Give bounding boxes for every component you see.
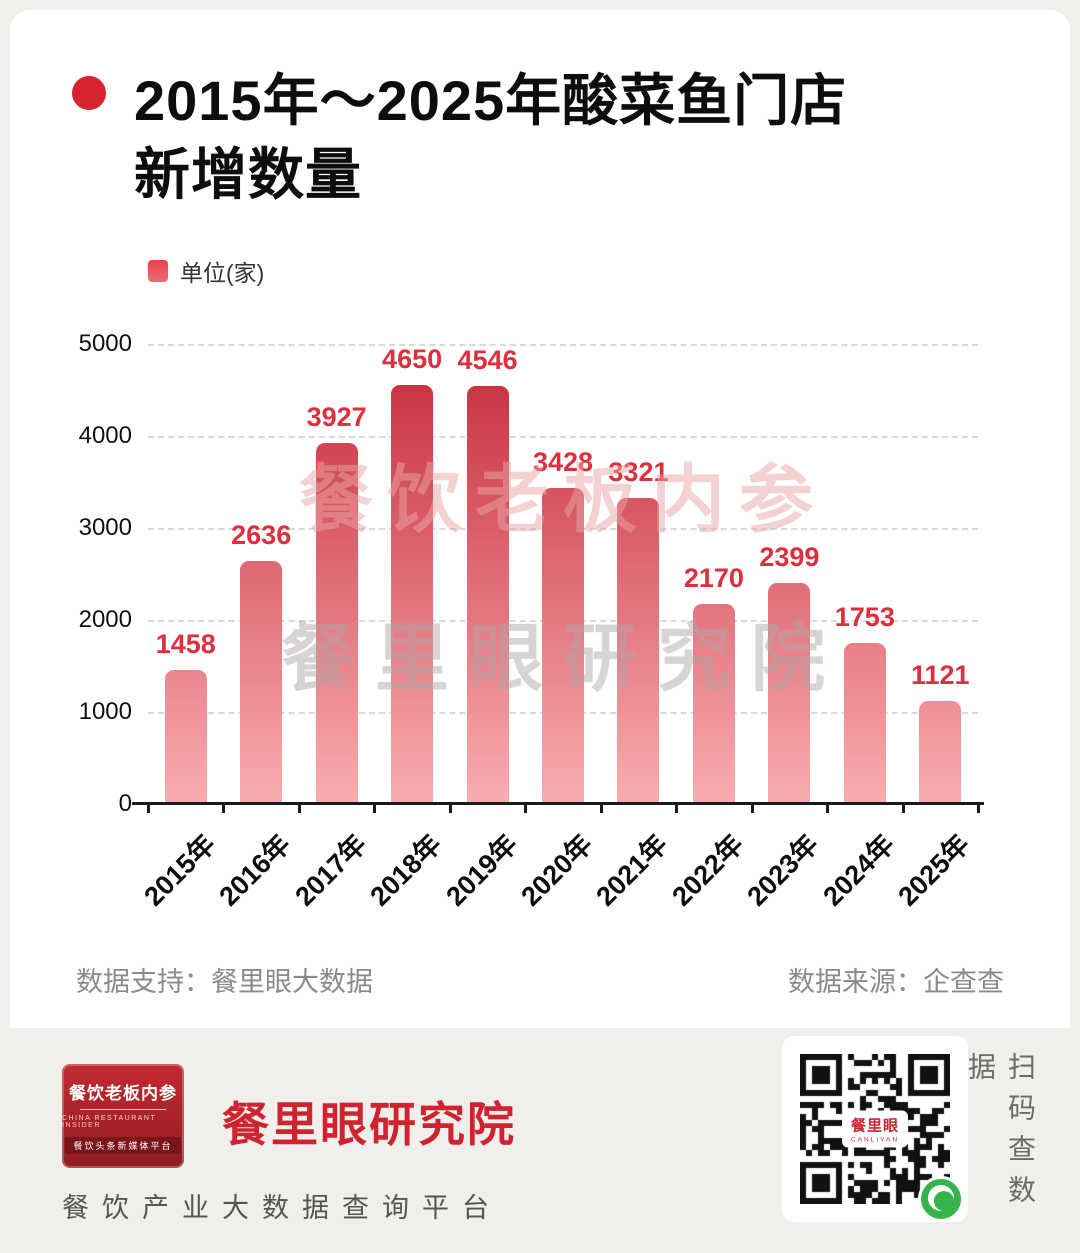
axis-tick [826,803,830,813]
data-support-text: 数据支持：餐里眼大数据 [76,966,373,997]
x-axis-label: 2017年 [289,828,372,912]
logo-divider [80,1108,166,1110]
y-axis: 0 1000 2000 3000 4000 5000 [72,330,148,817]
bar-value-label: 3927 [306,401,367,432]
chart-legend: 单位(家) [148,254,1070,288]
bar-cell: 3321 [601,344,676,804]
bar-cell: 2170 [676,344,751,804]
axis-tick [901,803,905,813]
axis-tick [750,803,754,813]
bar-value-label: 4546 [457,344,518,375]
qr-brand-subtext: CANLIYAN [850,1136,900,1144]
bar-value-label: 4650 [382,343,443,374]
chart-footer: 数据支持：餐里眼大数据 数据来源：企查查 [10,954,1070,999]
bar-cell: 1458 [148,344,223,804]
bar-value-label: 1458 [155,628,216,659]
page-title-line1: 2015年～2025年酸菜鱼门店 [134,69,848,132]
gridline [148,435,978,438]
legend-swatch-icon [148,259,168,282]
bar-cell: 3927 [299,344,374,804]
x-axis-labels: 2015年 2016年 2017年 2018年 2019年 2020年 2021年 2022年… [138,804,978,954]
qr-code: 餐里眼 CANLIYAN [782,1036,968,1222]
x-axis-label: 2025年 [892,828,976,912]
page-title: 2015年～2025年酸菜鱼门店 新增数量 [134,64,847,212]
bar-value-label: 1753 [834,601,895,632]
bar [315,442,358,804]
bar [240,561,283,804]
bar [843,642,886,804]
page-footer: 餐饮老板内参 CHINA RESTAURANT INSIDER 餐饮头条新媒体平… [0,1028,1080,1253]
y-axis-tick-label: 5000 [78,329,132,357]
y-axis-tick-label: 4000 [78,421,132,449]
y-axis-tick-label: 0 [118,789,132,817]
brand-tagline: 餐饮产业大数据查询平台 [62,1193,502,1223]
axis-tick [147,803,150,813]
bar [919,700,962,804]
header: 2015年～2025年酸菜鱼门店 新增数量 [10,10,1070,212]
publisher-logo-tagline: 餐饮头条新媒体平台 [65,1136,181,1154]
main-card: 2015年～2025年酸菜鱼门店 新增数量 单位(家) 0 1000 2000 300… [10,10,1070,1028]
bar-value-label: 3321 [608,457,669,488]
bar [541,488,584,804]
publisher-logo: 餐饮老板内参 CHINA RESTAURANT INSIDER 餐饮头条新媒体平… [62,1064,184,1168]
legend-label: 单位(家) [180,259,265,286]
canliyan-logo-icon [918,1176,964,1222]
publisher-logo-title: 餐饮老板内参 [69,1083,177,1103]
bar-chart: 0 1000 2000 3000 4000 5000 餐饮老板内参 餐里眼研究院 1458… [10,318,1070,817]
brand-name: 餐里眼研究院 [222,1098,516,1151]
bar-cell: 3428 [525,344,600,804]
bar [164,669,207,804]
qr-brand-text: 餐里眼 [850,1117,899,1135]
axis-tick [373,803,377,813]
x-axis-label: 2016年 [213,828,297,912]
axis-tick [448,803,452,813]
x-axis-label: 2015年 [138,828,221,912]
bar-cell: 1121 [903,344,978,804]
bar-cell: 2399 [752,344,827,804]
bar-value-label: 2170 [683,563,744,594]
x-axis-label: 2021年 [590,828,674,912]
data-source-text: 数据来源：企查查 [788,966,1004,997]
x-axis-label: 2023年 [741,828,825,912]
axis-tick [524,803,528,813]
axis-tick [599,803,603,813]
x-axis-label: 2024年 [817,828,901,912]
x-axis-label: 2022年 [666,828,750,912]
qr-center-label: 餐里眼 CANLIYAN [841,1110,909,1148]
plot-area: 餐饮老板内参 餐里眼研究院 1458 2636 3927 4650 4546 3428 33… [132,343,984,813]
axis-tick [297,803,301,813]
gridline [148,343,978,346]
bar [466,385,509,804]
y-axis-tick-label: 1000 [78,697,132,725]
bar [617,498,660,804]
x-axis-label: 2018年 [364,828,448,912]
page-title-line2: 新增数量 [134,142,362,206]
x-axis-label: 2020年 [515,828,599,912]
bar [768,583,811,804]
bar-value-label: 3428 [532,447,594,478]
bar [391,384,434,804]
scan-hint-text: 扫码查数据 [965,1052,1036,1216]
x-axis-label: 2019年 [439,828,523,912]
y-axis-tick-label: 2000 [78,605,132,633]
bars-container: 1458 2636 3927 4650 4546 3428 3321 2170 2399 1753… [148,344,978,804]
axis-tick [222,803,226,813]
bar-cell: 2636 [223,344,298,804]
bar-cell: 4650 [374,344,449,804]
axis-tick [977,803,980,813]
bar-value-label: 2399 [759,542,820,573]
bar-cell: 1753 [827,344,902,804]
x-axis-line [132,801,984,805]
axis-tick [675,803,679,813]
bar-value-label: 2636 [231,520,292,551]
publisher-logo-subtitle: CHINA RESTAURANT INSIDER [62,1114,157,1129]
y-axis-tick-label: 3000 [78,513,132,541]
bar-value-label: 1121 [910,659,970,690]
ring-bullet-icon [72,76,106,110]
bar [692,604,735,804]
footer-brand-block: 餐饮老板内参 CHINA RESTAURANT INSIDER 餐饮头条新媒体平… [62,1064,1080,1168]
bar-cell: 4546 [450,344,525,804]
